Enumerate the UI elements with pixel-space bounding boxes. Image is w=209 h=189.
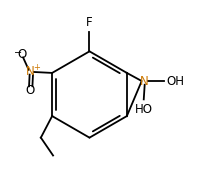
Text: −: −: [14, 48, 22, 58]
Text: HO: HO: [135, 103, 153, 116]
Text: OH: OH: [166, 75, 184, 88]
Text: F: F: [86, 16, 93, 29]
Text: O: O: [25, 84, 34, 97]
Text: N: N: [140, 75, 149, 88]
Text: N: N: [26, 65, 35, 78]
Text: O: O: [17, 48, 26, 61]
Text: +: +: [33, 63, 40, 72]
